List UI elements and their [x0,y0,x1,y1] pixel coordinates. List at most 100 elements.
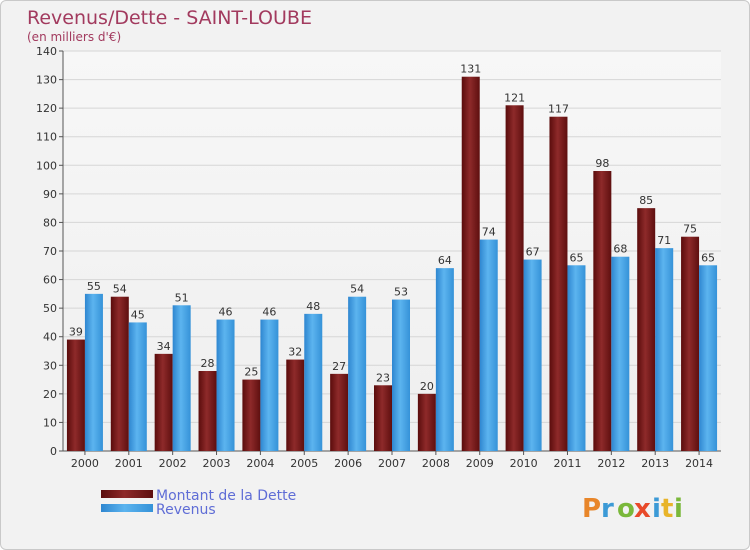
value-label-debt-2008: 20 [420,380,434,393]
value-label-debt-2007: 23 [376,371,390,384]
value-label-debt-2004: 25 [244,366,258,379]
value-label-revenus-2011: 65 [569,251,583,264]
y-tick-label: 90 [43,188,57,201]
value-label-revenus-2012: 68 [613,243,627,256]
legend-swatch-debt [101,490,153,498]
bar-debt-2012 [593,171,612,451]
x-tick-label-2006: 2006 [334,457,362,470]
x-tick-label-2013: 2013 [641,457,669,470]
bar-revenus-2000 [84,293,103,451]
y-axis-ticks: 0 10 20 30 40 50 60 70 80 90 100 110 120 130 140 [36,45,57,458]
y-tick-label: 130 [36,74,57,87]
legend-label-debt: Montant de la Dette [156,488,296,504]
y-tick-label: 100 [36,159,57,172]
logo-letter-x: x [634,494,651,524]
x-tick-label-2003: 2003 [203,457,231,470]
logo-letter-i2: i [674,494,683,524]
logo-letter-p: P [582,494,601,524]
x-tick-label-2000: 2000 [71,457,99,470]
value-label-debt-2010: 121 [504,91,525,104]
value-label-revenus-2001: 45 [131,308,145,321]
y-tick-label: 140 [36,45,57,58]
value-label-debt-2003: 28 [201,357,215,370]
bar-revenus-2003 [216,319,235,451]
chart-subtitle: (en milliers d'€) [27,30,121,44]
value-label-revenus-2002: 51 [175,291,189,304]
bar-revenus-2004 [260,319,279,451]
bar-revenus-2007 [392,299,410,451]
x-tick-label-2007: 2007 [378,457,406,470]
bar-debt-2002 [154,353,173,451]
bar-revenus-2005 [304,313,323,451]
value-label-debt-2000: 39 [69,326,83,339]
legend-swatch-revenus [101,504,153,512]
value-label-revenus-2007: 53 [394,286,408,299]
bar-debt-2009 [461,76,480,451]
y-tick-label: 50 [43,302,57,315]
value-label-revenus-2006: 54 [350,283,364,296]
bar-debt-2000 [66,339,85,451]
x-axis-ticks: 2000 2001 2002 2003 2004 2005 2006 2007 2008 2009… [71,451,713,470]
value-label-revenus-2008: 64 [438,254,452,267]
value-labels: 39 55 54 45 34 51 28 46 25 46 32 48 27 54 23 53 20 64 131 7… [69,63,715,393]
value-label-debt-2013: 85 [639,194,653,207]
value-label-debt-2001: 54 [113,283,127,296]
x-tick-label-2002: 2002 [159,457,187,470]
x-tick-label-2011: 2011 [553,457,581,470]
value-label-revenus-2004: 46 [262,306,276,319]
legend: Montant de la Dette Revenus [101,488,296,518]
x-tick-label-2004: 2004 [246,457,274,470]
value-label-debt-2006: 27 [332,360,346,373]
y-tick-label: 0 [50,445,57,458]
value-label-revenus-2003: 46 [219,306,233,319]
y-tick-label: 10 [43,416,57,429]
legend-item-debt: Montant de la Dette [101,488,296,504]
bar-debt-2010 [505,105,524,452]
bar-debt-2007 [374,385,392,451]
bar-revenus-2006 [348,296,367,451]
bar-revenus-2008 [435,268,454,451]
logo-letter-r: r [601,494,614,524]
x-tick-label-2010: 2010 [510,457,538,470]
bar-revenus-2009 [479,239,498,451]
x-tick-label-2012: 2012 [597,457,625,470]
value-label-revenus-2010: 67 [526,246,540,259]
logo-letter-i1: i [652,494,661,524]
legend-item-revenus: Revenus [101,502,216,518]
bar-debt-2008 [417,393,436,451]
y-tick-label: 30 [43,359,57,372]
bar-debt-2001 [110,296,129,451]
logo-letter-o: o [617,494,635,524]
bar-debt-2011 [549,116,568,451]
y-tick-label: 40 [43,331,57,344]
value-label-revenus-2013: 71 [657,234,671,247]
logo-letter-t: t [661,494,673,524]
x-tick-label-2005: 2005 [290,457,318,470]
bar-debt-2005 [286,359,305,451]
bar-revenus-2013 [655,248,674,451]
y-tick-label: 110 [36,131,57,144]
y-tick-label: 70 [43,245,57,258]
x-tick-label-2001: 2001 [115,457,143,470]
bar-debt-2014 [681,236,700,451]
y-tick-label: 60 [43,274,57,287]
value-label-revenus-2000: 55 [87,280,101,293]
bar-revenus-2010 [523,259,542,451]
value-label-debt-2012: 98 [595,157,609,170]
y-tick-label: 20 [43,388,57,401]
value-label-debt-2011: 117 [548,103,569,116]
x-tick-label-2009: 2009 [466,457,494,470]
bar-revenus-2001 [128,322,147,451]
bar-debt-2003 [198,371,217,451]
y-tick-label: 120 [36,102,57,115]
bar-revenus-2002 [172,305,191,451]
bar-revenus-2011 [567,265,586,451]
value-label-debt-2014: 75 [683,223,697,236]
value-label-revenus-2009: 74 [482,226,496,239]
bar-debt-2013 [637,208,656,451]
value-label-revenus-2005: 48 [306,300,320,313]
x-tick-label-2014: 2014 [685,457,713,470]
x-tick-label-2008: 2008 [422,457,450,470]
bar-revenus-2014 [699,265,718,451]
